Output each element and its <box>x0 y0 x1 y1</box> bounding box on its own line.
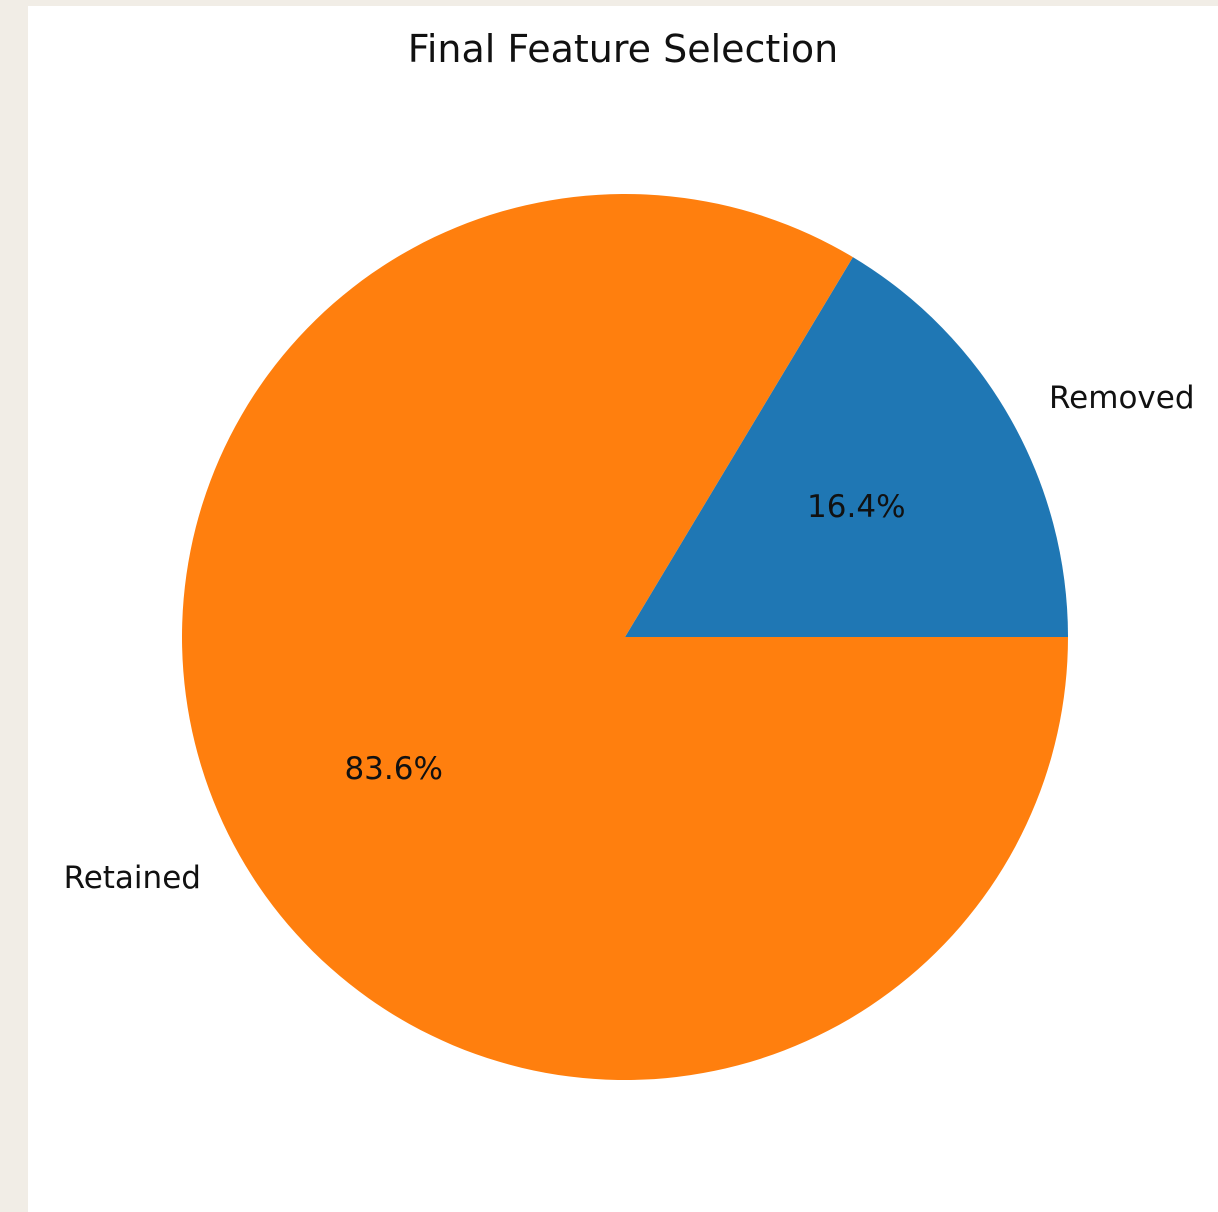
pie-labels: 16.4% Removed 83.6% Retained <box>64 380 1195 896</box>
category-label-removed: Removed <box>1049 380 1194 416</box>
chart-title: Final Feature Selection <box>408 27 838 71</box>
pie-slice-removed <box>625 257 1068 637</box>
pie-slices <box>182 193 1069 1081</box>
chart-figure: Final Feature Selection 16.4% Removed 83.6… <box>28 6 1218 1212</box>
pct-label-retained: 83.6% <box>344 751 442 787</box>
pct-label-removed: 16.4% <box>807 489 905 525</box>
pie-chart: Final Feature Selection 16.4% Removed 83.6… <box>64 27 1195 1081</box>
pie-slice-retained <box>182 193 1069 1081</box>
category-label-retained: Retained <box>64 860 201 896</box>
